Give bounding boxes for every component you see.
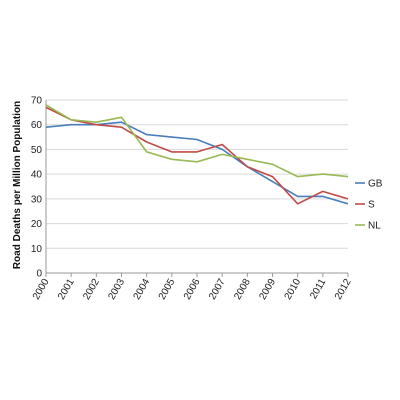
y-tick-label: 20 (31, 219, 43, 230)
gridlines (46, 99, 348, 274)
y-tick-label: 40 (31, 170, 43, 181)
series-line-s (45, 106, 349, 205)
x-tick-label: 2012 (333, 277, 354, 302)
legend-label-gb: GB (368, 179, 383, 190)
x-tick-label: 2003 (106, 277, 127, 302)
x-tick-labels: 2000 2001 2002 2003 2004 2005 2006 2007 2008 2009… (31, 277, 354, 302)
x-tick-label: 2005 (157, 277, 178, 302)
axes (45, 100, 349, 277)
series-lines (45, 104, 349, 205)
x-tick-label: 2001 (56, 277, 77, 302)
x-tick-label: 2010 (283, 277, 304, 302)
series-line-gb (45, 121, 349, 205)
y-tick-label: 0 (36, 269, 42, 280)
x-tick-label: 2000 (31, 277, 52, 302)
series-line-nl (45, 104, 349, 178)
y-tick-labels: 0 10 20 30 40 50 60 70 (31, 96, 43, 280)
y-tick-label: 30 (31, 194, 43, 205)
x-tick-label: 2008 (232, 277, 253, 302)
x-tick-label: 2009 (257, 277, 278, 302)
x-tick-label: 2011 (308, 277, 328, 302)
x-tick-label: 2007 (207, 277, 228, 302)
y-tick-label: 10 (31, 244, 43, 255)
legend: GB S NL (355, 179, 383, 232)
y-axis-label: Road Deaths per Million Population (12, 101, 23, 269)
x-tick-label: 2004 (132, 277, 153, 302)
y-tick-label: 60 (31, 120, 43, 131)
x-tick-label: 2002 (81, 277, 102, 302)
legend-label-s: S (368, 200, 375, 211)
y-tick-label: 70 (31, 96, 43, 107)
legend-label-nl: NL (368, 221, 381, 232)
y-tick-label: 50 (31, 145, 43, 156)
x-tick-label: 2006 (182, 277, 203, 302)
